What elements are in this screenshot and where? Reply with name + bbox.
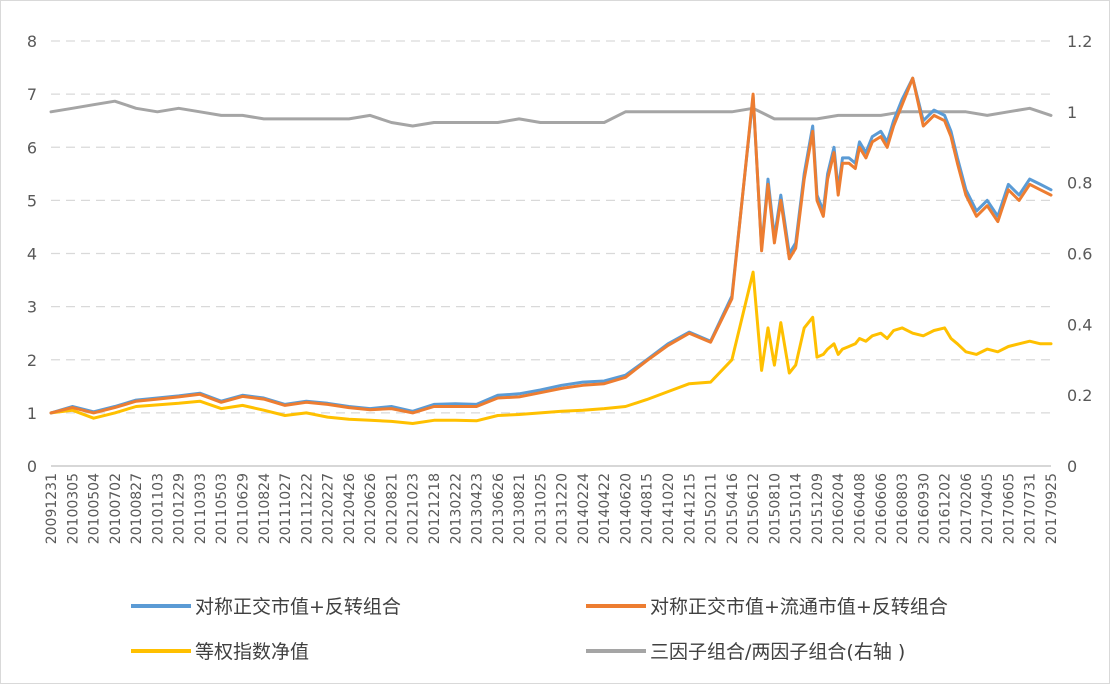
x-tick-label: 20141020 (661, 473, 677, 544)
x-tick-label: 20160803 (895, 473, 911, 544)
x-tick-label: 20150810 (767, 473, 783, 544)
x-tick-label: 20101229 (172, 473, 188, 544)
y-left-tick-label: 8 (27, 32, 37, 51)
x-tick-label: 20110503 (214, 473, 230, 544)
x-tick-label: 20170405 (980, 473, 996, 544)
legend-label: 对称正交市值+流通市值+反转组合 (650, 596, 948, 618)
x-tick-label: 20120626 (363, 473, 379, 544)
x-tick-label: 20140422 (597, 473, 613, 544)
series-line-3 (49, 99, 1053, 128)
x-tick-label: 20160930 (916, 473, 932, 544)
x-tick-label: 20120227 (321, 473, 337, 544)
x-tick-label: 20150211 (704, 473, 720, 544)
x-tick-label: 20121218 (427, 473, 443, 544)
x-tick-label: 20110629 (235, 473, 251, 544)
x-tick-label: 20151014 (789, 473, 805, 544)
x-tick-label: 20160204 (831, 473, 847, 544)
legend-label: 对称正交市值+反转组合 (195, 596, 401, 618)
x-tick-label: 20110824 (257, 473, 273, 544)
legend-item: 等权指数净值 (131, 641, 309, 663)
x-tick-label: 20091231 (44, 473, 60, 544)
x-tick-label: 20140620 (618, 473, 634, 544)
series-line-2 (49, 270, 1053, 425)
x-tick-label: 20111027 (278, 473, 294, 544)
y-left-tick-label: 6 (27, 138, 37, 157)
x-tick-label: 20100504 (87, 473, 103, 544)
x-tick-label: 20100827 (129, 473, 145, 544)
x-axis: 20091231 20100305 20100504 20100702 20100827… (44, 473, 1060, 544)
grid-lines (51, 40, 1051, 467)
x-tick-label: 20131220 (555, 473, 571, 544)
x-tick-label: 20151209 (810, 473, 826, 544)
x-tick-label: 20170925 (1044, 473, 1060, 544)
series-line-0 (49, 76, 1053, 415)
y-left-tick-label: 1 (27, 404, 37, 423)
series-line-1 (49, 76, 1053, 415)
x-tick-label: 20150416 (725, 473, 741, 544)
series-lines (49, 76, 1053, 425)
x-tick-label: 20131025 (533, 473, 549, 544)
x-tick-label: 20141215 (682, 473, 698, 544)
y-right-tick-label: 0.2 (1067, 386, 1092, 405)
y-left-tick-label: 3 (27, 298, 37, 317)
x-tick-label: 20120426 (342, 473, 358, 544)
x-tick-label: 20150612 (746, 473, 762, 544)
x-tick-label: 20140815 (640, 473, 656, 544)
y-left-tick-label: 4 (27, 245, 37, 264)
x-tick-label: 20100305 (65, 473, 81, 544)
x-tick-label: 20140224 (576, 473, 592, 544)
x-tick-label: 20161202 (938, 473, 954, 544)
y-left-tick-label: 2 (27, 351, 37, 370)
y-left-tick-label: 7 (27, 85, 37, 104)
y-left-tick-label: 5 (27, 191, 37, 210)
y-right-tick-label: 1 (1067, 103, 1077, 122)
legend-item: 对称正交市值+反转组合 (131, 596, 401, 618)
x-tick-label: 20170206 (959, 473, 975, 544)
y-right-tick-label: 1.2 (1067, 32, 1092, 51)
legend-item: 三因子组合/两因子组合(右轴 ) (586, 641, 905, 663)
x-tick-label: 20170605 (1001, 473, 1017, 544)
x-tick-label: 20100702 (108, 473, 124, 544)
x-tick-label: 20160606 (874, 473, 890, 544)
y-right-tick-label: 0 (1067, 457, 1077, 476)
x-tick-label: 20130222 (448, 473, 464, 544)
x-tick-label: 20121023 (406, 473, 422, 544)
x-tick-label: 20130821 (512, 473, 528, 544)
legend-label: 三因子组合/两因子组合(右轴 ) (650, 641, 905, 663)
legend-item: 对称正交市值+流通市值+反转组合 (586, 596, 948, 618)
legend-label: 等权指数净值 (195, 641, 309, 663)
y-left-tick-label: 0 (27, 457, 37, 476)
y-right-tick-label: 0.4 (1067, 315, 1092, 334)
x-tick-label: 20130626 (491, 473, 507, 544)
y-right-tick-label: 0.6 (1067, 245, 1092, 264)
x-tick-label: 20170731 (1023, 473, 1039, 544)
y-right-tick-label: 0.8 (1067, 174, 1092, 193)
x-tick-label: 20160408 (853, 473, 869, 544)
y-axis-right: 0 0.2 0.4 0.6 0.8 1 1.2 (1067, 32, 1092, 476)
x-tick-label: 20111222 (299, 473, 315, 544)
y-axis-left: 0 1 2 3 4 5 6 7 8 (27, 32, 37, 476)
x-tick-label: 20101103 (150, 473, 166, 544)
x-tick-label: 20110303 (193, 473, 209, 544)
x-tick-label: 20130423 (470, 473, 486, 544)
x-tick-label: 20120821 (384, 473, 400, 544)
